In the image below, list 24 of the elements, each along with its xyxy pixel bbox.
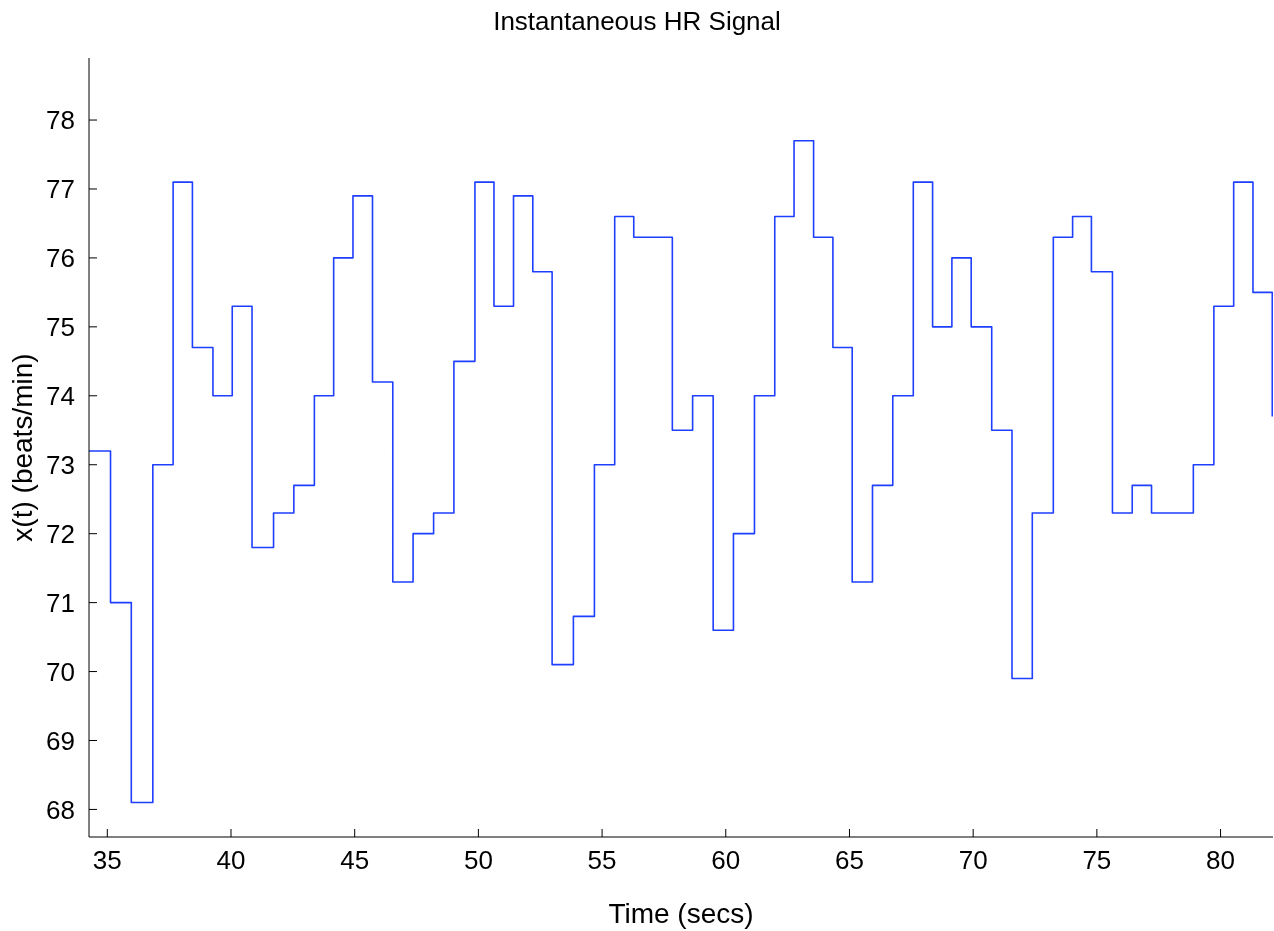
x-tick-label: 40	[216, 845, 246, 876]
y-tick-label: 74	[46, 381, 75, 412]
x-tick-label: 60	[711, 845, 741, 876]
y-axis-title: x(t) (beats/min)	[6, 353, 38, 542]
y-tick-label: 69	[46, 725, 75, 756]
y-tick-label: 72	[46, 518, 75, 549]
x-tick-label: 45	[340, 845, 370, 876]
y-tick-label: 76	[46, 243, 75, 274]
x-tick-label: 50	[463, 845, 493, 876]
x-tick-label: 65	[835, 845, 864, 876]
x-tick-label: 35	[92, 845, 122, 876]
y-tick-label: 73	[46, 449, 75, 480]
x-tick-label: 80	[1206, 845, 1236, 876]
y-tick-label: 71	[46, 587, 75, 618]
x-tick-label: 55	[587, 845, 617, 876]
y-tick-label: 68	[46, 794, 75, 825]
y-tick-label: 78	[46, 105, 75, 136]
y-tick-label: 75	[46, 312, 75, 343]
x-tick-label: 70	[958, 845, 988, 876]
y-tick-label: 77	[46, 174, 75, 205]
x-tick-label: 75	[1082, 845, 1112, 876]
chart-title: Instantaneous HR Signal	[492, 6, 782, 37]
y-tick-label: 70	[46, 656, 75, 687]
x-axis-title: Time (secs)	[608, 898, 754, 929]
